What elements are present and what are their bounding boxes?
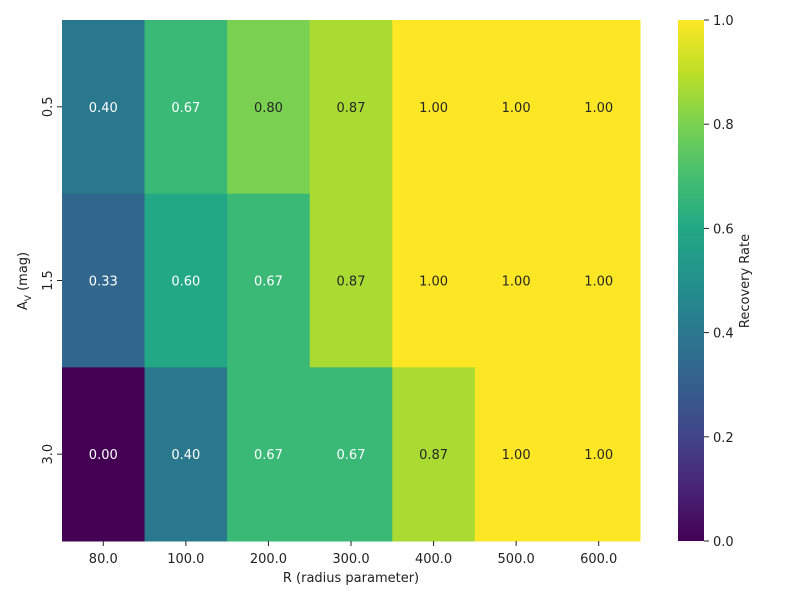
cell-value-label: 1.00 xyxy=(584,448,613,463)
heatmap-cell xyxy=(62,20,146,195)
heatmap-cell xyxy=(62,367,146,542)
heatmap-cell xyxy=(62,193,146,368)
x-tick-label: 80.0 xyxy=(89,552,118,567)
y-axis-label-suffix: (mag) xyxy=(16,252,31,295)
heatmap-cell xyxy=(557,367,641,542)
y-tick-label: 1.5 xyxy=(41,270,56,291)
cell-value-label: 0.33 xyxy=(89,275,118,290)
heatmap-cell xyxy=(309,20,393,195)
cell-value-label: 1.00 xyxy=(502,275,531,290)
heatmap-cell xyxy=(474,20,558,195)
cell-value-label: 1.00 xyxy=(584,275,613,290)
cell-value-label: 0.67 xyxy=(254,448,283,463)
y-axis-ticks: 0.5 1.5 3.0 xyxy=(41,96,62,465)
x-tick-label: 600.0 xyxy=(580,552,617,567)
colorbar-tick-label: 0.4 xyxy=(713,327,734,342)
cell-value-label: 0.67 xyxy=(337,448,366,463)
cell-value-label: 0.87 xyxy=(337,275,366,290)
y-tick-label: 0.5 xyxy=(41,96,56,117)
colorbar-tick-label: 0.6 xyxy=(713,222,734,237)
cell-value-label: 0.40 xyxy=(89,101,118,116)
heatmap-cell xyxy=(309,193,393,368)
heatmap-cell xyxy=(392,20,476,195)
y-axis-label-main: A xyxy=(16,301,31,310)
heatmap-cell xyxy=(144,193,228,368)
cell-value-label: 0.80 xyxy=(254,101,283,116)
cell-value-label: 1.00 xyxy=(502,101,531,116)
colorbar-label: Recovery Rate xyxy=(738,234,753,328)
heatmap-cell xyxy=(144,367,228,542)
colorbar-ticks: 0.0 0.2 0.4 0.6 0.8 1.0 xyxy=(704,14,734,550)
x-tick-label: 300.0 xyxy=(332,552,369,567)
cell-value-label: 0.40 xyxy=(171,448,200,463)
y-axis-label: AV (mag) xyxy=(16,252,34,310)
heatmap-cell xyxy=(474,367,558,542)
cell-value-label: 1.00 xyxy=(419,275,448,290)
cell-value-label: 0.00 xyxy=(89,448,118,463)
y-tick-label: 3.0 xyxy=(41,444,56,465)
heatmap-cell xyxy=(227,20,311,195)
colorbar-tick-label: 0.0 xyxy=(713,535,734,550)
cell-value-label: 1.00 xyxy=(419,101,448,116)
x-tick-label: 100.0 xyxy=(167,552,204,567)
heatmap-cell xyxy=(144,20,228,195)
heatmap-cell xyxy=(227,193,311,368)
cell-value-label: 0.67 xyxy=(254,275,283,290)
x-tick-label: 500.0 xyxy=(498,552,535,567)
cell-value-label: 1.00 xyxy=(584,101,613,116)
heatmap-cells: 0.40 0.67 0.80 0.87 1.00 1.00 1.00 0.33 0.60 0.67… xyxy=(62,20,641,542)
x-axis-ticks: 80.0 100.0 200.0 300.0 400.0 500.0 600.0 xyxy=(89,541,617,567)
y-axis-label-subscript: V xyxy=(24,294,34,301)
x-tick-label: 200.0 xyxy=(250,552,287,567)
x-tick-label: 400.0 xyxy=(415,552,452,567)
heatmap-cell xyxy=(474,193,558,368)
cell-value-label: 0.67 xyxy=(171,101,200,116)
cell-value-label: 1.00 xyxy=(502,448,531,463)
cell-value-label: 0.60 xyxy=(171,275,200,290)
x-axis-label: R (radius parameter) xyxy=(283,571,419,586)
cell-value-label: 0.87 xyxy=(337,101,366,116)
heatmap-cell xyxy=(557,193,641,368)
heatmap-cell xyxy=(227,367,311,542)
heatmap-cell xyxy=(557,20,641,195)
colorbar xyxy=(678,20,704,541)
heatmap-cell xyxy=(392,367,476,542)
cell-value-label: 0.87 xyxy=(419,448,448,463)
colorbar-tick-label: 1.0 xyxy=(713,14,734,29)
colorbar-tick-label: 0.2 xyxy=(713,431,734,446)
heatmap-cell xyxy=(309,367,393,542)
heatmap-cell xyxy=(392,193,476,368)
colorbar-tick-label: 0.8 xyxy=(713,118,734,133)
